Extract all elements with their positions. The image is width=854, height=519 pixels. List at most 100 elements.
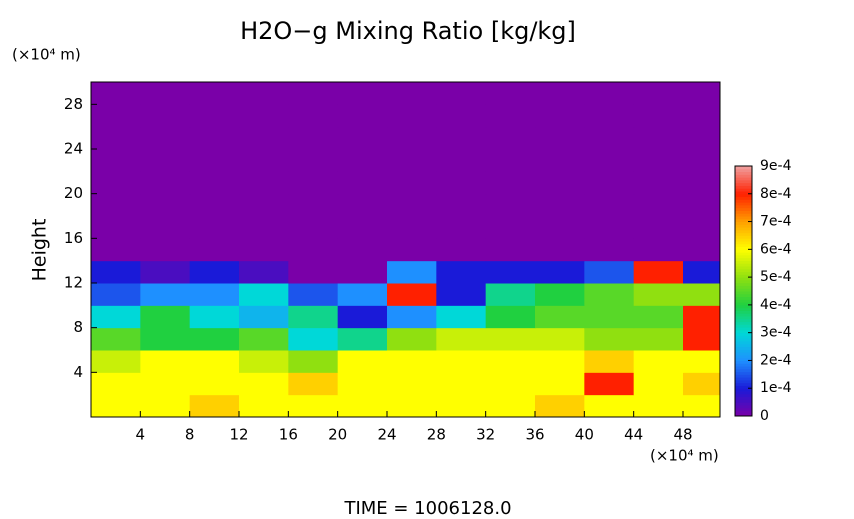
heat-cell: [140, 394, 191, 418]
colorbar-band: [735, 338, 752, 342]
colorbar-band: [735, 277, 752, 281]
heat-cell: [387, 216, 437, 239]
colorbar-band: [735, 396, 752, 400]
plot-frame: [90, 81, 721, 418]
heat-cell: [683, 216, 721, 239]
colorbar-band: [735, 232, 752, 236]
heat-cell: [288, 327, 339, 351]
y-tick-label: 24: [64, 140, 83, 158]
heat-cell: [633, 171, 684, 195]
colorbar-band: [735, 210, 752, 214]
heat-cell: [535, 327, 585, 351]
colorbar-band: [735, 243, 752, 248]
heat-cell: [140, 350, 191, 373]
heat-cell: [584, 82, 635, 105]
colorbar-tick-label: 9e-4: [760, 158, 792, 174]
heat-cell: [535, 260, 585, 284]
heat-cell: [140, 305, 191, 329]
heat-cell: [436, 82, 487, 105]
colorbar-band: [735, 179, 752, 184]
colorbar-band: [735, 310, 752, 314]
colorbar-band: [735, 349, 752, 353]
colorbar-band: [735, 391, 752, 395]
colorbar-band: [735, 238, 752, 242]
heat-cell: [337, 126, 388, 150]
colorbar-band: [735, 246, 752, 250]
heat-cell: [535, 104, 585, 128]
x-tick-label: 12: [229, 426, 248, 444]
colorbar-band: [735, 299, 752, 303]
heat-cell: [633, 260, 684, 284]
heat-cell: [485, 193, 536, 217]
colorbar-band: [735, 316, 752, 320]
heat-cell: [140, 327, 191, 351]
heat-cell: [337, 149, 388, 172]
colorbar-band: [735, 346, 752, 350]
heat-cell: [683, 350, 721, 373]
heat-cell: [337, 305, 388, 329]
heat-cell: [288, 82, 339, 105]
heat-cell: [91, 82, 141, 105]
colorbar-band: [735, 196, 752, 200]
heat-cell: [436, 260, 487, 284]
y-tick-label: 8: [73, 318, 83, 336]
heat-cell: [436, 216, 487, 239]
heat-cell: [337, 283, 388, 306]
colorbar-band: [735, 293, 752, 298]
heat-cell: [436, 305, 487, 329]
colorbar-tick-label: 1e-4: [760, 380, 792, 396]
colorbar-band: [735, 249, 752, 253]
heat-cell: [337, 216, 388, 239]
colorbar-band: [735, 374, 752, 378]
colorbar-band: [735, 402, 752, 406]
colorbar-band: [735, 291, 752, 295]
heat-cell: [436, 149, 487, 172]
heat-cell: [288, 126, 339, 150]
heat-cell: [140, 283, 191, 306]
colorbar-band: [735, 263, 752, 267]
heat-cell: [535, 283, 585, 306]
heat-cell: [91, 350, 141, 373]
colorbar-band: [735, 307, 752, 311]
heat-cell: [485, 149, 536, 172]
heat-cell: [584, 171, 635, 195]
heat-cell: [239, 216, 289, 239]
colorbar-band: [735, 254, 752, 259]
x-tick-label: 36: [525, 426, 544, 444]
heat-cell: [189, 216, 240, 239]
colorbar-band: [735, 218, 752, 223]
heat-cell: [683, 283, 721, 306]
heat-cell: [91, 238, 141, 262]
heat-cell: [633, 126, 684, 150]
colorbar-tick-label: 2e-4: [760, 352, 792, 368]
heat-cell: [91, 216, 141, 239]
heat-cell: [140, 104, 191, 128]
heat-cell: [288, 350, 339, 373]
heat-cell: [288, 171, 339, 195]
heat-cell: [633, 238, 684, 262]
colorbar-band: [735, 199, 752, 203]
heat-cell: [584, 104, 635, 128]
heat-cell: [436, 193, 487, 217]
heat-cell: [683, 193, 721, 217]
heat-cell: [485, 260, 536, 284]
heat-cell: [239, 126, 289, 150]
x-unit: (×10⁴ m): [650, 447, 719, 465]
heat-cell: [535, 350, 585, 373]
colorbar-band: [735, 324, 752, 328]
heat-cell: [387, 260, 437, 284]
colorbar-band: [735, 410, 752, 414]
heat-cell: [683, 394, 721, 418]
y-tick-label: 20: [64, 184, 83, 202]
colorbar-band: [735, 168, 752, 173]
heat-cell: [683, 305, 721, 329]
heat-cell: [91, 260, 141, 284]
heat-cell: [436, 238, 487, 262]
heat-cell: [535, 305, 585, 329]
heat-cell: [189, 104, 240, 128]
heat-cell: [189, 327, 240, 351]
colorbar-band: [735, 329, 752, 334]
chart-title: H2O−g Mixing Ratio [kg/kg]: [240, 17, 576, 45]
colorbar-band: [735, 343, 752, 348]
heat-cell: [633, 82, 684, 105]
